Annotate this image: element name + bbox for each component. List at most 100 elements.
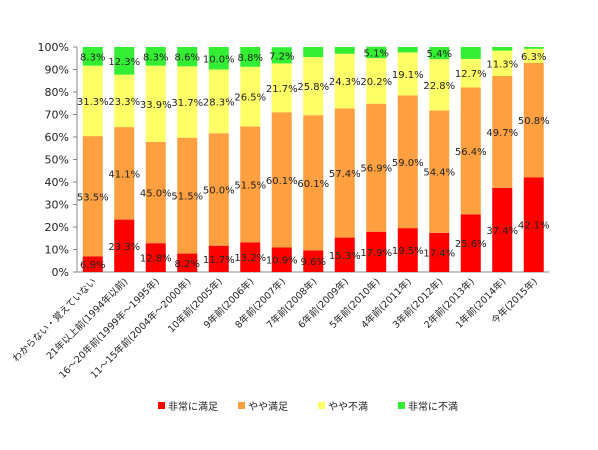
bar-segment (429, 232, 450, 272)
x-axis-labels: わからない・覚えていない21年以上前(1994年以前)16〜20年前(1999年… (10, 276, 540, 381)
bar-segment (240, 66, 261, 127)
bar-segment (397, 47, 418, 53)
y-tick-label: 60% (45, 131, 69, 144)
bar-segment (460, 87, 481, 215)
bar-segment (208, 245, 229, 272)
y-tick-label: 30% (45, 199, 69, 212)
bar-segment (397, 228, 418, 272)
legend-swatch (238, 402, 245, 409)
bar-segment (303, 115, 324, 251)
bar-segment (523, 62, 544, 178)
data-label: 60.1% (297, 179, 329, 190)
bar-segment (397, 95, 418, 229)
data-label: 12.8% (140, 254, 172, 265)
bar-segment (397, 52, 418, 96)
data-label: 19.1% (392, 70, 424, 81)
bar-segment (145, 47, 166, 66)
bar-segment (366, 58, 387, 104)
data-label: 12.3% (108, 57, 140, 68)
bar-segment (145, 243, 166, 272)
y-tick-label: 0% (52, 266, 69, 279)
data-label: 15.3% (329, 251, 361, 262)
data-label: 17.4% (423, 248, 455, 259)
legend-label: 非常に不満 (408, 400, 458, 413)
data-label: 31.3% (77, 97, 109, 108)
data-label: 42.1% (518, 221, 550, 232)
data-label: 6.3% (521, 52, 546, 63)
data-label: 5.4% (427, 49, 452, 60)
data-label: 28.3% (203, 97, 235, 108)
legend-label: やや不満 (328, 401, 368, 413)
legend-swatch (318, 402, 325, 409)
bar-segment (429, 110, 450, 233)
bar-segment (177, 253, 198, 272)
data-label: 11.7% (203, 255, 235, 266)
data-label: 53.5% (77, 192, 109, 203)
bar-segment (303, 57, 324, 116)
bar-segment (460, 58, 481, 88)
bar-segment (523, 177, 544, 272)
bar-segment (460, 47, 481, 59)
data-label: 22.8% (423, 81, 455, 92)
bars: 6.9% 53.5% 31.3% 8.3% 23.3% 41.1% 23.3% 12.3% 12… (77, 46, 550, 272)
bar-segment (208, 47, 229, 70)
y-tick-label: 70% (45, 109, 69, 122)
data-label: 8.3% (143, 52, 168, 63)
data-label: 57.4% (329, 169, 361, 180)
data-label: 21.7% (266, 84, 298, 95)
y-tick-label: 50% (45, 154, 69, 167)
legend-label: やや満足 (248, 401, 288, 413)
data-label: 17.9% (360, 248, 392, 259)
data-label: 33.9% (140, 100, 172, 111)
data-label: 54.4% (423, 168, 455, 179)
y-tick-label: 20% (45, 221, 69, 234)
bar-segment (82, 256, 103, 272)
data-label: 8.3% (80, 52, 105, 63)
y-tick-label: 100% (38, 41, 69, 54)
bar-segment (114, 127, 135, 220)
data-label: 56.4% (455, 147, 487, 158)
data-label: 25.8% (297, 82, 329, 93)
data-label: 50.0% (203, 185, 235, 196)
bar-segment (334, 53, 355, 109)
data-label: 11.3% (486, 59, 518, 70)
legend: 非常に満足 やや満足 やや不満 非常に不満 (158, 400, 458, 413)
bar-segment (271, 247, 292, 272)
bar-segment (334, 108, 355, 238)
data-label: 31.7% (171, 98, 203, 109)
bar-segment (114, 219, 135, 272)
data-label: 9.6% (301, 257, 326, 268)
data-label: 26.5% (234, 93, 266, 104)
bar-segment (492, 50, 513, 77)
data-label: 23.3% (108, 242, 140, 253)
bar-segment (492, 76, 513, 188)
y-tick-label: 80% (45, 86, 69, 99)
data-label: 45.0% (140, 189, 172, 200)
bar-segment (523, 47, 544, 49)
bar-segment (271, 112, 292, 248)
bar-segment (334, 237, 355, 272)
bar-segment (177, 66, 198, 138)
bar-segment (366, 231, 387, 272)
data-label: 12.7% (455, 69, 487, 80)
data-label: 49.7% (486, 128, 518, 139)
data-label: 41.1% (108, 169, 140, 180)
data-label: 8.6% (175, 53, 200, 64)
data-label: 59.0% (392, 158, 424, 169)
bar-segment (366, 103, 387, 232)
legend-swatch (398, 402, 405, 409)
bar-segment (334, 47, 355, 54)
bar-segment (240, 47, 261, 67)
bar-segment (460, 214, 481, 272)
data-label: 37.4% (486, 226, 518, 237)
data-label: 6.9% (80, 260, 105, 271)
bar-segment (145, 65, 166, 142)
bar-segment (429, 59, 450, 111)
bar-segment (114, 47, 135, 75)
bar-segment (303, 47, 324, 58)
bar-segment (82, 136, 103, 257)
bar-segment (523, 48, 544, 63)
bar-segment (271, 63, 292, 113)
data-label: 25.6% (455, 239, 487, 250)
